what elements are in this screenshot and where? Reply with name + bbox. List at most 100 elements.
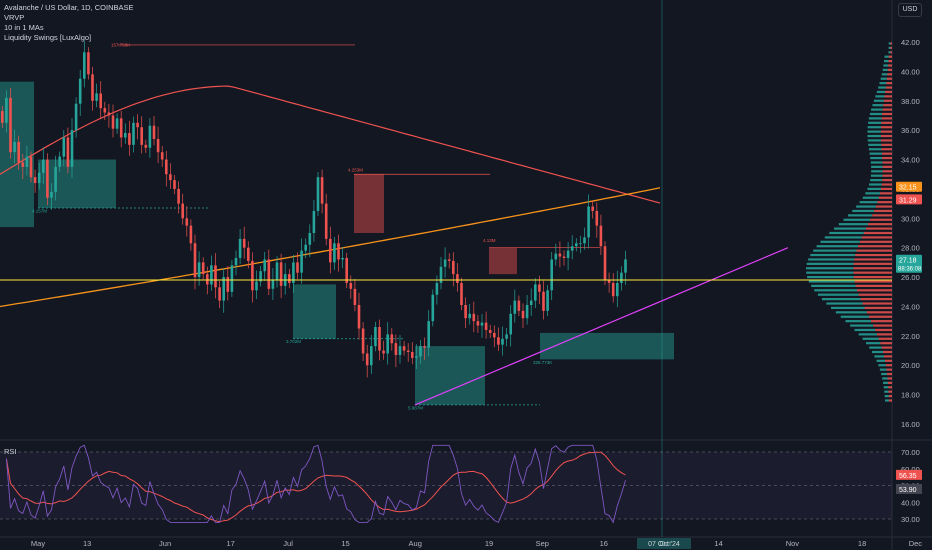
volume-profile-bar [826,302,863,305]
vrvp-indicator[interactable]: VRVP [4,13,25,22]
candle-body [21,162,25,167]
volume-profile-bar [884,394,889,398]
ma-slow-badge [896,194,922,205]
candle-body [111,115,115,129]
candle-body [17,141,20,163]
candle-body [201,262,205,275]
volume-profile-bar [808,258,855,261]
candle-body [185,218,189,226]
volume-profile-bar [888,60,892,63]
candle-body [132,122,135,145]
candle-body [242,238,246,248]
candle-body [99,93,102,109]
volume-profile-bar [868,117,882,120]
candle-body [411,352,414,358]
volume-profile-bar [880,342,892,345]
candle-body [181,203,184,219]
axis-labels: 42.0040.0038.0036.0034.0032.0030.0028.00… [31,38,922,549]
volume-profile-bar [877,333,892,336]
volume-profile-bar [871,320,892,323]
candle-body [83,52,86,79]
candle-body [562,256,566,258]
candle-body [587,206,590,238]
candle-body [616,282,619,297]
candle-body [447,259,451,261]
candle-body [119,118,123,138]
volume-profile-bar [854,328,876,332]
candle-body [452,260,455,275]
candle-body [197,262,201,278]
volume-profile-bar [886,82,892,85]
current-price-badge-text: 27.18 [899,258,917,265]
candle-body [517,300,521,311]
price-tick-label: 42.00 [901,38,920,47]
candle-body [386,334,389,354]
liquidity-indicator[interactable]: Liquidity Swings [LuxAlgo] [4,33,92,42]
time-tick-label: Aug [409,539,422,548]
volume-profile-bar [870,218,892,221]
candle-body [91,74,94,101]
volume-profile-bar [831,306,865,310]
volume-profile-bar [866,311,892,314]
volume-profile-bar [808,280,855,283]
candle-body [160,152,164,160]
volume-profile-bar [856,249,892,252]
candle-body [501,338,504,345]
candle-body [353,288,357,305]
volume-profile-bar [881,372,888,376]
time-tick-label: Dec [909,539,923,548]
time-tick-label: Oct [659,539,672,548]
volume-profile-bar [876,90,886,94]
volume-profile-bar [870,161,883,164]
candle-body [267,259,271,289]
candle-body [169,174,172,181]
volume-profile-bar [882,174,892,177]
volume-profile-bar [882,179,892,182]
volume-profile-bar [888,390,892,393]
candle-body [304,244,307,251]
candle-body [214,265,217,288]
volume-profile-bar [884,355,892,358]
symbol-title[interactable]: Avalanche / US Dollar, 1D, COINBASE [4,3,134,12]
candle-body [156,138,160,153]
candle-body [439,266,443,283]
candle-body [165,159,168,175]
volume-profile-bar [888,386,892,389]
candle-body [361,328,365,354]
volume-profile-bar [869,152,882,155]
volume-profile-bar [871,165,883,168]
rsi-tick-label: 70.00 [901,448,920,457]
volume-profile-bar [807,275,854,279]
candle-body [312,210,316,233]
volume-profile-bar [885,90,892,94]
candle-body [95,93,98,101]
candle-body [570,246,574,251]
volume-profile-bar [885,364,892,367]
candle-body [550,259,553,291]
volume-profile-bar [880,134,892,138]
candle-body [288,274,291,283]
candle-body [546,290,549,311]
swing-annotation: 4.253M [348,167,363,172]
currency-selector[interactable]: USD [898,3,922,17]
candle-body [394,343,398,355]
volume-profile-bar [871,170,883,173]
volume-profile-bar [852,209,875,213]
volume-profile-bar [890,42,892,45]
volume-profile-bar [853,275,892,279]
volume-profile-bar [884,55,889,58]
rsi-ma-badge [896,469,922,480]
volume-profile-bar [874,355,885,358]
rsi-title[interactable]: RSI [4,447,17,456]
volume-profile-bar [870,174,883,177]
volume-profile-bar [868,223,892,226]
candle-body [624,259,627,273]
zone-supply-1 [354,174,384,233]
volume-profile-bar [883,64,889,67]
candle-body [173,180,176,189]
price-tick-label: 22.00 [901,332,920,341]
volume-profile-bar [877,201,892,204]
ma-indicator[interactable]: 10 in 1 MAs [4,23,44,32]
volume-profile-bar [814,289,858,292]
